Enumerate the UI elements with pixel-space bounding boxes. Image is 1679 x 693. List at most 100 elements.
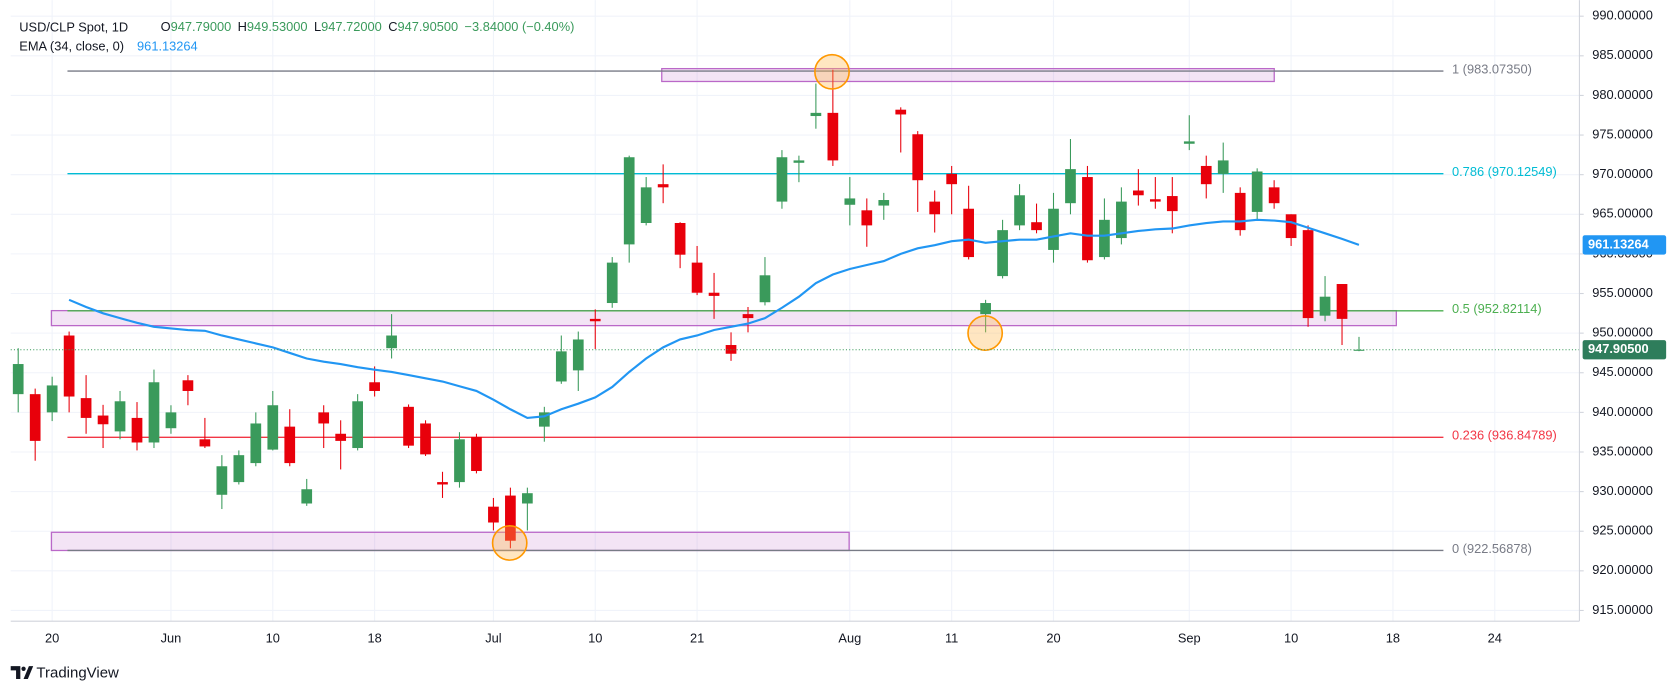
candle-body [505, 495, 516, 541]
fib-label: 1 (983.07350) [1452, 61, 1532, 76]
x-tick-label: 10 [588, 631, 602, 646]
y-tick-label: 955.00000 [1592, 285, 1653, 300]
x-tick-label: 24 [1488, 631, 1502, 646]
candle-body [471, 436, 482, 472]
candle-body [420, 423, 431, 455]
candle-body [165, 412, 177, 429]
zone [50, 309, 1397, 327]
marks [10, 53, 1580, 561]
candle-body [895, 109, 907, 115]
y-tick-label: 925.00000 [1592, 523, 1653, 538]
candle-body [844, 198, 856, 205]
candle-body [1268, 187, 1280, 204]
y-tick-label: 920.00000 [1592, 562, 1653, 577]
y-tick-label: 980.00000 [1592, 87, 1653, 102]
candle-body [29, 394, 41, 441]
candle-body [369, 382, 380, 391]
candle-body [538, 412, 550, 427]
candle-body [437, 482, 448, 485]
highlight-circle [491, 525, 528, 561]
candle-body [301, 489, 313, 504]
candle-body [810, 112, 822, 117]
y-tick-label: 950.00000 [1592, 325, 1653, 340]
ohlc-key: C [388, 19, 397, 34]
x-tick-label: 10 [266, 631, 280, 646]
candle-body [555, 351, 567, 382]
candle-body [776, 157, 788, 202]
candle-body [640, 187, 652, 223]
candle-body [912, 134, 924, 181]
candle-body [929, 201, 941, 215]
ohlc-value: 947.72000 [321, 19, 382, 34]
candle-body [572, 339, 584, 371]
candle-body [674, 222, 686, 255]
candle-body [1217, 160, 1229, 174]
ohlc-value: 947.79000 [171, 19, 232, 34]
candle-body [522, 493, 533, 504]
branding: TradingView [36, 665, 119, 682]
candle-body [1166, 196, 1178, 212]
change-value: −3.84000 (−0.40%) [465, 19, 575, 34]
candle-body [827, 112, 839, 161]
candle-body [878, 200, 890, 206]
candle-body [1133, 190, 1144, 196]
candle-body [861, 210, 873, 226]
x-tick-label: 10 [1284, 631, 1298, 646]
ohlc-key: L [314, 19, 321, 34]
candle-body [742, 314, 754, 319]
candle-body [80, 398, 92, 418]
candle-body [386, 335, 397, 349]
symbol-title: USD/CLP Spot, 1D [19, 19, 128, 34]
candle-body [488, 506, 499, 523]
indicator-value: 961.13264 [137, 39, 198, 54]
candle-body [1183, 141, 1195, 144]
candle-body [1149, 199, 1161, 202]
candle-body [216, 466, 228, 495]
fib-label: 0 (922.56878) [1452, 541, 1532, 556]
x-tick-label: 20 [1046, 631, 1060, 646]
x-tick-label: Jul [485, 631, 501, 646]
candle-body [623, 157, 635, 245]
candle-body [1200, 165, 1212, 185]
x-tick-label: 11 [945, 631, 958, 646]
y-tick-label: 970.00000 [1592, 166, 1653, 181]
candle-body [1065, 169, 1076, 204]
x-tick-label: 18 [367, 631, 381, 646]
candle-body [606, 262, 618, 304]
candle-body [335, 433, 347, 441]
zone [50, 531, 850, 552]
x-tick-label: Aug [838, 631, 861, 646]
last-price-box [1582, 340, 1667, 360]
candle-body [46, 385, 58, 413]
candle-body [1353, 349, 1365, 351]
candle-body [759, 275, 771, 303]
candle-body [589, 318, 601, 322]
y-tick-label: 985.00000 [1592, 47, 1653, 62]
fib-label: 0.5 (952.82114) [1452, 301, 1542, 316]
candle-body [12, 364, 24, 395]
candle-body [318, 412, 330, 424]
candle-body [1031, 222, 1042, 231]
candle-body [708, 292, 720, 296]
x-tick-label: 18 [1386, 631, 1400, 646]
candle-body [97, 415, 109, 425]
y-tick-label: 965.00000 [1592, 206, 1653, 221]
y-tick-label: 930.00000 [1592, 483, 1653, 498]
x-tick-label: Jun [161, 631, 182, 646]
x-tick-label: 20 [45, 631, 59, 646]
candle-body [1014, 195, 1025, 226]
candle-body [199, 439, 211, 447]
candle-body [403, 406, 414, 446]
candle-body [691, 262, 703, 293]
candle-body [1234, 192, 1246, 231]
candle-body [131, 417, 143, 443]
last-price-label: 947.90500 [1588, 341, 1649, 356]
highlight-circle [814, 53, 850, 90]
x-tick-label: Sep [1178, 631, 1201, 646]
candle-body [1285, 214, 1297, 239]
ema-line [68, 218, 1360, 420]
ohlc-value: 947.90500 [397, 19, 458, 34]
y-tick-label: 940.00000 [1592, 404, 1653, 419]
candle-body [148, 382, 160, 443]
ohlc-legend: O947.79000 H949.53000 L947.72000 C947.90500… [161, 19, 575, 34]
